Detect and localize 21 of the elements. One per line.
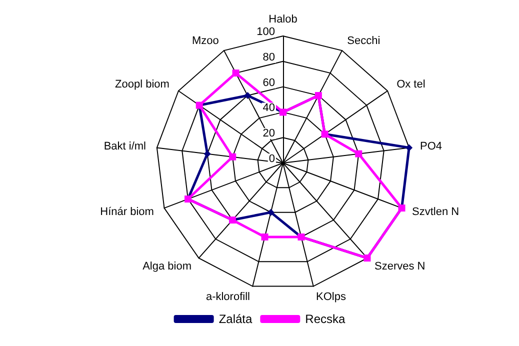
spoke-label: Secchi: [347, 34, 380, 47]
spoke-label: Alga biom: [142, 260, 192, 272]
spoke-label: Hínár biom: [100, 206, 154, 218]
spoke-label: Zoopl biom: [115, 78, 170, 91]
y-tick-label: 40: [262, 102, 275, 114]
spoke-label: Szvtlen N: [412, 206, 460, 218]
y-tick-label: 80: [262, 51, 275, 64]
spoke-label: PO4: [420, 140, 442, 152]
spoke-label: Ox tel: [396, 78, 426, 91]
y-tick-label: 0: [268, 153, 275, 165]
spoke-label: Halob: [268, 14, 298, 26]
spoke-label: Bakt i/ml: [104, 140, 146, 152]
y-tick-label: 60: [262, 76, 275, 89]
legend-label: Zaláta: [218, 312, 252, 326]
legend-label: Recska: [305, 312, 346, 326]
spoke-label: Szerves N: [374, 260, 426, 272]
y-tick-label: 20: [262, 128, 275, 140]
spoke-label: Mzoo: [192, 34, 219, 47]
y-tick-label: 100: [256, 26, 275, 38]
spoke-label: a-klorofill: [206, 290, 250, 303]
spoke-label: KOlps: [316, 290, 346, 303]
